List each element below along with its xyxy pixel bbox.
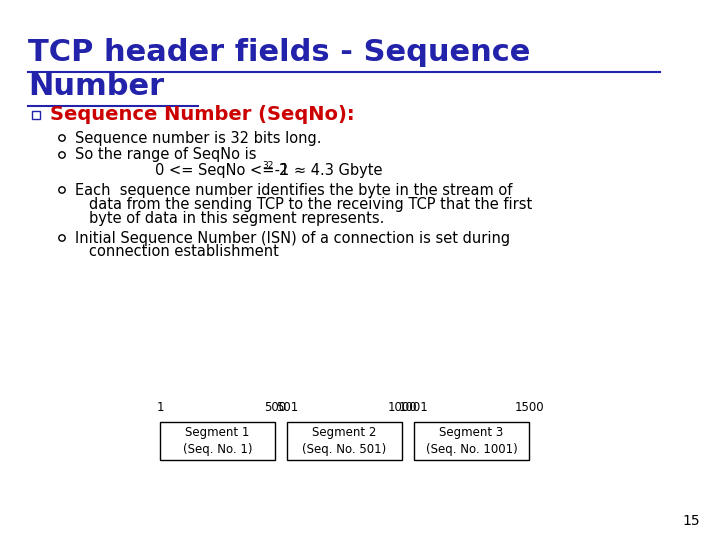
FancyBboxPatch shape [32, 111, 40, 119]
Text: Number: Number [28, 72, 164, 101]
Text: Sequence number is 32 bits long.: Sequence number is 32 bits long. [75, 131, 322, 145]
Text: Sequence Number (SeqNo):: Sequence Number (SeqNo): [50, 105, 355, 125]
Text: 1500: 1500 [514, 401, 544, 414]
Text: 0 <= SeqNo <= 2: 0 <= SeqNo <= 2 [155, 164, 289, 179]
Text: TCP header fields - Sequence: TCP header fields - Sequence [28, 38, 531, 67]
Text: byte of data in this segment represents.: byte of data in this segment represents. [89, 211, 384, 226]
Text: -1 ≈ 4.3 Gbyte: -1 ≈ 4.3 Gbyte [270, 164, 382, 179]
Text: 1001: 1001 [399, 401, 429, 414]
Text: Segment 2
(Seq. No. 501): Segment 2 (Seq. No. 501) [302, 426, 387, 456]
Text: 501: 501 [276, 401, 298, 414]
FancyBboxPatch shape [414, 422, 529, 460]
Text: Each  sequence number identifies the byte in the stream of: Each sequence number identifies the byte… [75, 183, 513, 198]
Text: 32: 32 [262, 161, 274, 171]
Text: Initial Sequence Number (ISN) of a connection is set during: Initial Sequence Number (ISN) of a conne… [75, 231, 510, 246]
Text: Segment 3
(Seq. No. 1001): Segment 3 (Seq. No. 1001) [426, 426, 518, 456]
Text: Segment 1
(Seq. No. 1): Segment 1 (Seq. No. 1) [183, 426, 252, 456]
Text: 500: 500 [264, 401, 286, 414]
Text: 1000: 1000 [387, 401, 417, 414]
FancyBboxPatch shape [287, 422, 402, 460]
Text: data from the sending TCP to the receiving TCP that the first: data from the sending TCP to the receivi… [89, 197, 532, 212]
FancyBboxPatch shape [160, 422, 275, 460]
Text: 15: 15 [683, 514, 700, 528]
Text: 1: 1 [156, 401, 163, 414]
Text: So the range of SeqNo is: So the range of SeqNo is [75, 147, 256, 163]
Text: connection establishment: connection establishment [89, 245, 279, 260]
